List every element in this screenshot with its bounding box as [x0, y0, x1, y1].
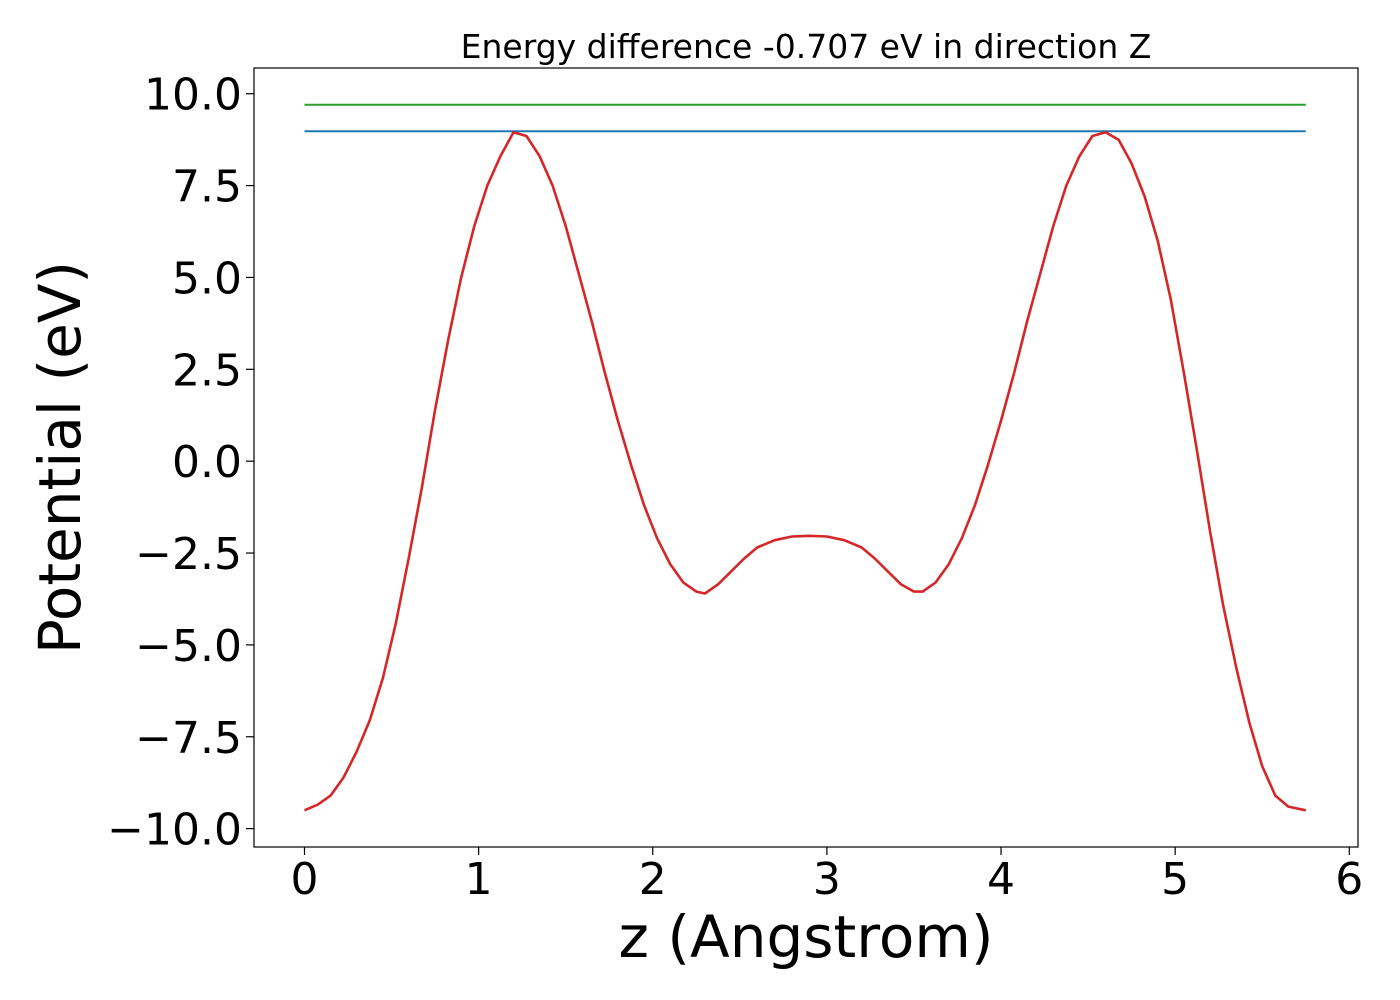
- chart-title: Energy difference -0.707 eV in direction…: [461, 27, 1152, 66]
- x-axis-label: z (Angstrom): [619, 903, 994, 971]
- x-tick-label: 6: [1335, 854, 1363, 905]
- x-tick-label: 4: [987, 854, 1015, 905]
- y-axis-label: Potential (eV): [26, 261, 94, 654]
- x-tick-label: 2: [639, 854, 667, 905]
- series-line-3: [303, 131, 1307, 812]
- y-tick-label: 2.5: [172, 345, 242, 396]
- y-tick-label: 5.0: [172, 253, 242, 304]
- x-tick-label: 3: [813, 854, 841, 905]
- x-tick-label: 0: [290, 854, 318, 905]
- y-axis: −10.0 −7.5 −5.0 −2.5 0.0 2.5 5.0 7.5 10.0: [107, 70, 254, 856]
- y-tick-label: 7.5: [172, 162, 242, 213]
- x-tick-label: 5: [1161, 854, 1189, 905]
- y-tick-label: −10.0: [107, 805, 242, 856]
- y-tick-label: 10.0: [144, 70, 242, 121]
- y-tick-label: −2.5: [135, 529, 242, 580]
- y-tick-label: 0.0: [172, 437, 242, 488]
- plot-frame: [253, 67, 1359, 848]
- series-layer: [303, 103, 1307, 812]
- x-axis: 0 1 2 3 4 5 6: [290, 847, 1363, 905]
- y-tick-label: −7.5: [135, 713, 242, 764]
- y-tick-label: −5.0: [135, 621, 242, 672]
- x-tick-label: 1: [465, 854, 493, 905]
